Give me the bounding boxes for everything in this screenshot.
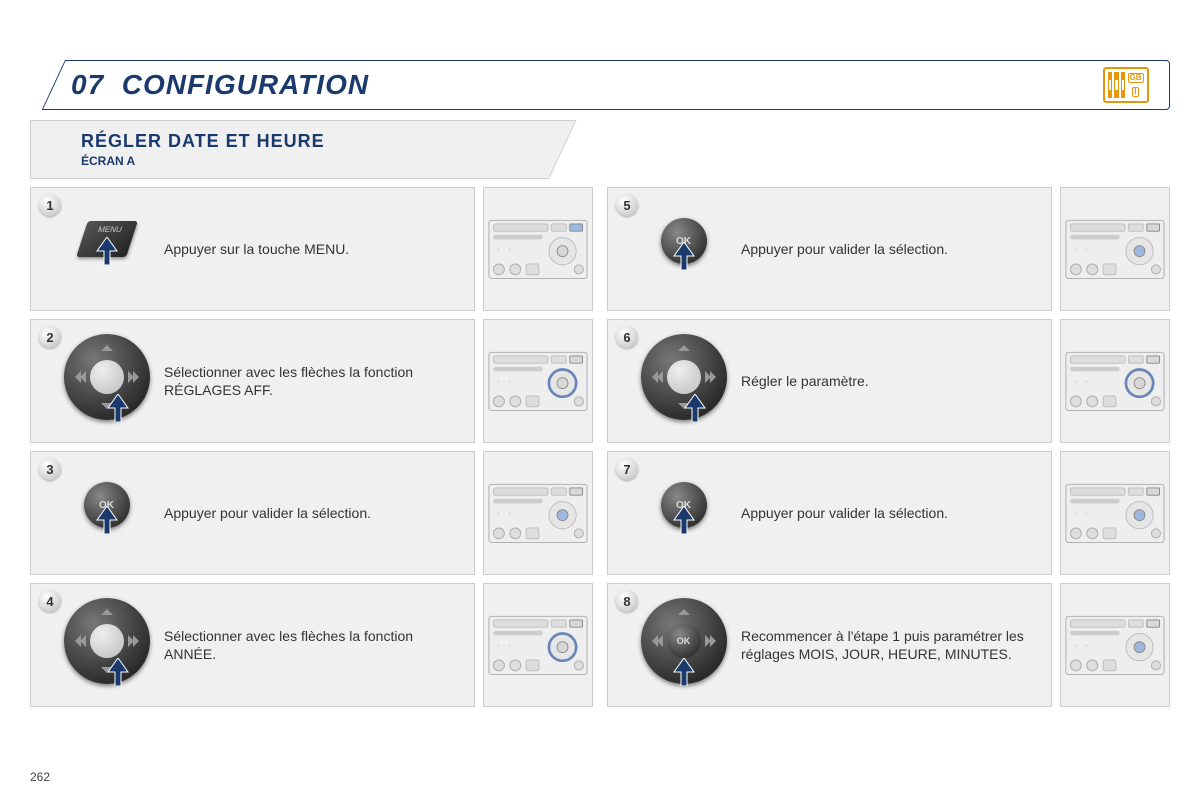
svg-text:♪: ♪ <box>508 247 511 253</box>
control-illustration <box>59 602 154 688</box>
svg-text:♪: ♪ <box>1085 511 1088 517</box>
svg-text:♪: ♪ <box>1074 511 1077 517</box>
pointer-arrow-icon <box>672 506 696 534</box>
step-main-panel: 3 OK Appuyer pour valider la sélection. <box>30 451 475 575</box>
step-main-panel: 6 Régler le paramètre. <box>607 319 1052 443</box>
svg-text:♪: ♪ <box>1085 643 1088 649</box>
instruction-step: 5 OK Appuyer pour valider la sélection. … <box>607 187 1170 311</box>
step-radio-panel: ♪ ♪ <box>1060 451 1170 575</box>
svg-text:♪: ♪ <box>1074 643 1077 649</box>
steps-columns: 1 MENU Appuyer sur la touche MENU. ♪ ♪ 2 <box>30 187 1170 707</box>
svg-text:♪: ♪ <box>1085 247 1088 253</box>
radio-head-unit-icon: ♪ ♪ <box>488 609 588 682</box>
pointer-arrow-icon <box>95 237 119 265</box>
control-illustration: OK <box>59 490 154 536</box>
svg-text:♪: ♪ <box>1074 379 1077 385</box>
subsection-header: RÉGLER DATE ET HEURE ÉCRAN A <box>30 120 589 179</box>
svg-text:♪: ♪ <box>1085 379 1088 385</box>
step-text: Appuyer pour valider la sélection. <box>741 504 1039 522</box>
svg-text:♪: ♪ <box>508 643 511 649</box>
instruction-step: 2 Sélectionner avec les flèches la fonct… <box>30 319 593 443</box>
step-text: Sélectionner avec les flèches la fonctio… <box>164 363 462 399</box>
instruction-step: 7 OK Appuyer pour valider la sélection. … <box>607 451 1170 575</box>
step-number-badge: 1 <box>39 194 61 216</box>
pointer-arrow-icon <box>106 658 130 686</box>
instruction-step: 3 OK Appuyer pour valider la sélection. … <box>30 451 593 575</box>
radio-head-unit-icon: ♪ ♪ <box>1065 477 1165 550</box>
step-text: Appuyer pour valider la sélection. <box>164 504 462 522</box>
step-text: Recommencer à l'étape 1 puis paramétrer … <box>741 627 1039 663</box>
step-radio-panel: ♪ ♪ <box>483 319 593 443</box>
subsection-subtitle: ÉCRAN A <box>81 154 568 168</box>
control-illustration <box>636 338 731 424</box>
step-main-panel: 4 Sélectionner avec les flèches la fonct… <box>30 583 475 707</box>
pointer-arrow-icon <box>672 242 696 270</box>
instruction-step: 1 MENU Appuyer sur la touche MENU. ♪ ♪ <box>30 187 593 311</box>
step-number-badge: 3 <box>39 458 61 480</box>
step-radio-panel: ♪ ♪ <box>483 187 593 311</box>
svg-text:♪: ♪ <box>497 511 500 517</box>
radio-head-unit-icon: ♪ ♪ <box>488 213 588 286</box>
subsection-title: RÉGLER DATE ET HEURE <box>81 131 568 152</box>
radio-head-unit-icon: ♪ ♪ <box>1065 345 1165 418</box>
step-number-badge: 7 <box>616 458 638 480</box>
section-header: 07 CONFIGURATION GB I <box>30 60 1170 110</box>
section-title-text: CONFIGURATION <box>122 69 369 100</box>
step-radio-panel: ♪ ♪ <box>1060 319 1170 443</box>
step-number-badge: 5 <box>616 194 638 216</box>
svg-text:♪: ♪ <box>508 379 511 385</box>
step-radio-panel: ♪ ♪ <box>483 451 593 575</box>
instruction-step: 4 Sélectionner avec les flèches la fonct… <box>30 583 593 707</box>
step-main-panel: 7 OK Appuyer pour valider la sélection. <box>607 451 1052 575</box>
svg-text:♪: ♪ <box>497 247 500 253</box>
step-text: Sélectionner avec les flèches la fonctio… <box>164 627 462 663</box>
lang-tag: I <box>1132 87 1138 97</box>
step-text: Appuyer pour valider la sélection. <box>741 240 1039 258</box>
step-radio-panel: ♪ ♪ <box>1060 583 1170 707</box>
settings-icon: GB I <box>1103 67 1149 103</box>
step-radio-panel: ♪ ♪ <box>1060 187 1170 311</box>
radio-head-unit-icon: ♪ ♪ <box>1065 213 1165 286</box>
section-title: 07 CONFIGURATION <box>71 69 369 101</box>
instruction-step: 6 Régler le paramètre. ♪ ♪ <box>607 319 1170 443</box>
step-number-badge: 6 <box>616 326 638 348</box>
radio-head-unit-icon: ♪ ♪ <box>488 477 588 550</box>
pointer-arrow-icon <box>95 506 119 534</box>
radio-head-unit-icon: ♪ ♪ <box>488 345 588 418</box>
steps-column-left: 1 MENU Appuyer sur la touche MENU. ♪ ♪ 2 <box>30 187 593 707</box>
control-illustration: OK <box>636 490 731 536</box>
control-illustration: MENU <box>59 231 154 267</box>
step-number-badge: 2 <box>39 326 61 348</box>
pointer-arrow-icon <box>672 658 696 686</box>
step-text: Appuyer sur la touche MENU. <box>164 240 462 258</box>
svg-text:♪: ♪ <box>497 379 500 385</box>
step-number-badge: 8 <box>616 590 638 612</box>
lang-tag: GB <box>1128 73 1144 83</box>
radio-head-unit-icon: ♪ ♪ <box>1065 609 1165 682</box>
pointer-arrow-icon <box>683 394 707 422</box>
page-number: 262 <box>30 770 50 784</box>
step-main-panel: 8 OK Recommencer à l'étape 1 puis paramé… <box>607 583 1052 707</box>
step-radio-panel: ♪ ♪ <box>483 583 593 707</box>
instruction-step: 8 OK Recommencer à l'étape 1 puis paramé… <box>607 583 1170 707</box>
section-number: 07 <box>71 69 104 100</box>
svg-text:♪: ♪ <box>1074 247 1077 253</box>
step-number-badge: 4 <box>39 590 61 612</box>
control-illustration: OK <box>636 602 731 688</box>
control-illustration: OK <box>636 226 731 272</box>
step-main-panel: 1 MENU Appuyer sur la touche MENU. <box>30 187 475 311</box>
step-main-panel: 5 OK Appuyer pour valider la sélection. <box>607 187 1052 311</box>
svg-text:♪: ♪ <box>508 511 511 517</box>
steps-column-right: 5 OK Appuyer pour valider la sélection. … <box>607 187 1170 707</box>
step-text: Régler le paramètre. <box>741 372 1039 390</box>
svg-text:♪: ♪ <box>497 643 500 649</box>
step-main-panel: 2 Sélectionner avec les flèches la fonct… <box>30 319 475 443</box>
pointer-arrow-icon <box>106 394 130 422</box>
control-illustration <box>59 338 154 424</box>
